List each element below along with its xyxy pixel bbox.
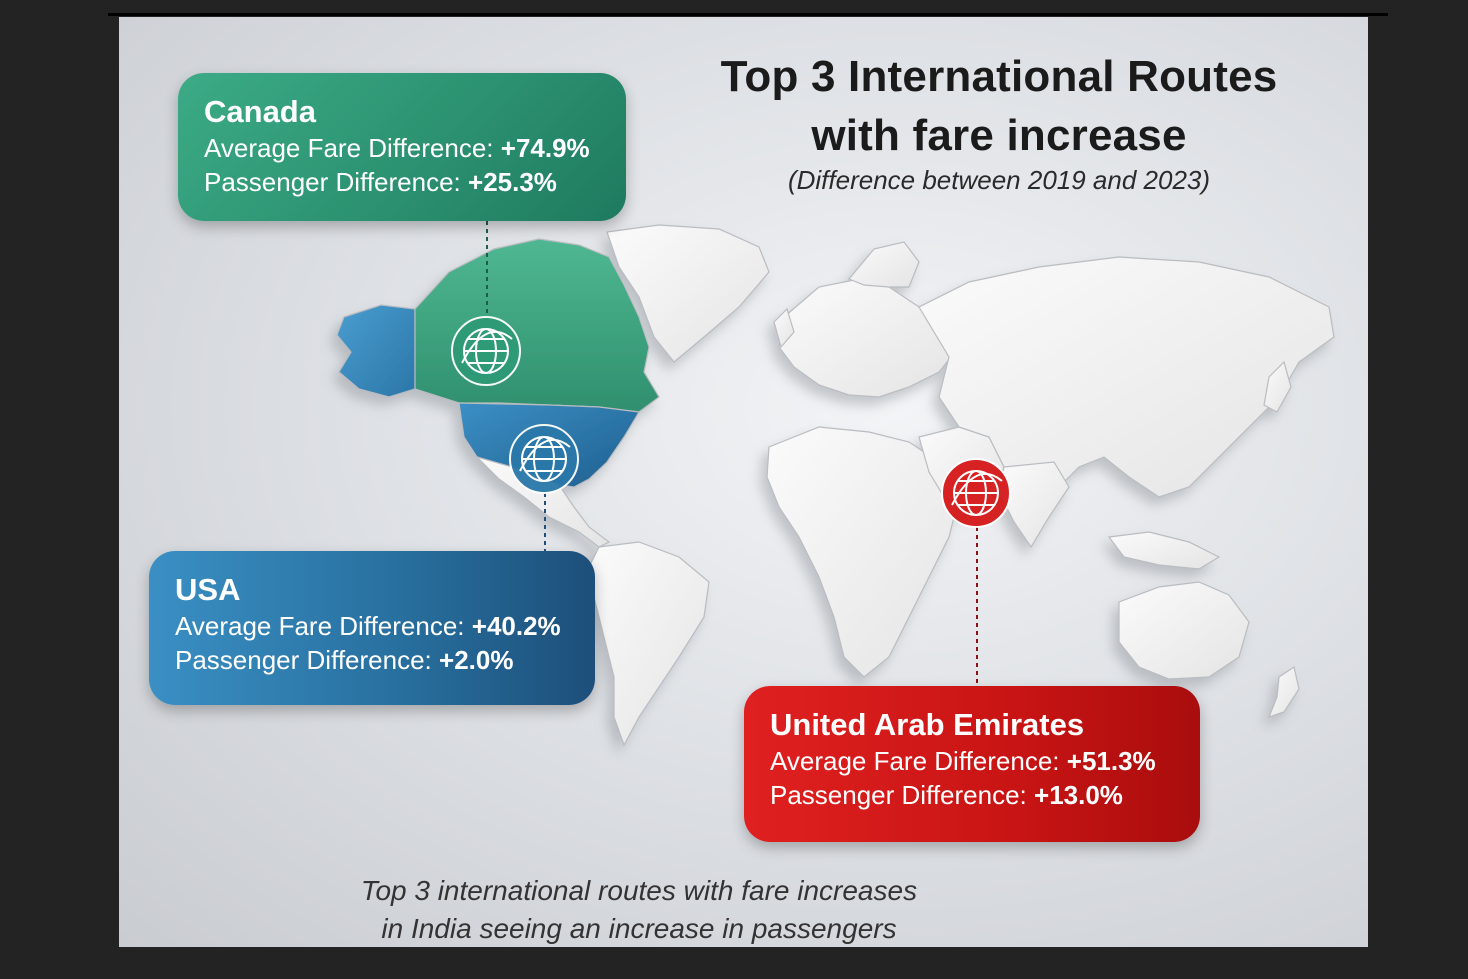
- canada-fare-row: Average Fare Difference: +74.9%: [204, 131, 626, 165]
- usa-fare-label: Average Fare Difference:: [175, 611, 465, 641]
- greenland-shape: [606, 224, 770, 363]
- infographic: Top 3 International Routes with fare inc…: [119, 17, 1368, 947]
- title-line-2: with fare increase: [811, 111, 1187, 160]
- canada-fare-label: Average Fare Difference:: [204, 133, 494, 163]
- asia-shape: [918, 256, 1335, 498]
- india-shape: [998, 461, 1070, 549]
- title-line-1: Top 3 International Routes: [720, 52, 1278, 101]
- uae-globe-icon: [941, 458, 1011, 528]
- indonesia-shape: [1107, 531, 1221, 570]
- uae-name: United Arab Emirates: [770, 707, 1085, 742]
- caption-line-2: in India seeing an increase in passenger…: [381, 913, 897, 944]
- south-america-shape: [588, 541, 710, 747]
- uae-fare-label: Average Fare Difference:: [770, 746, 1060, 776]
- uae-card: United Arab Emirates Average Fare Differ…: [744, 686, 1200, 842]
- canada-passenger-label: Passenger Difference:: [204, 167, 461, 197]
- alaska-shape: [336, 304, 416, 398]
- caption: Top 3 international routes with fare inc…: [319, 872, 959, 947]
- uae-passenger-value: +13.0%: [1034, 780, 1123, 810]
- canada-passenger-row: Passenger Difference: +25.3%: [204, 165, 626, 199]
- africa-shape: [766, 426, 960, 678]
- canada-globe-icon: [451, 316, 521, 386]
- usa-globe-icon: [509, 424, 579, 494]
- canada-card: Canada Average Fare Difference: +74.9% P…: [178, 73, 626, 221]
- usa-name: USA: [175, 572, 241, 607]
- usa-passenger-label: Passenger Difference:: [175, 645, 432, 675]
- europe-shape: [778, 278, 960, 398]
- usa-passenger-row: Passenger Difference: +2.0%: [175, 643, 595, 677]
- top-border: [108, 13, 1388, 16]
- usa-fare-row: Average Fare Difference: +40.2%: [175, 609, 595, 643]
- scandinavia-shape: [848, 241, 920, 288]
- japan-shape: [1263, 360, 1292, 413]
- canada-fare-value: +74.9%: [500, 133, 590, 163]
- subtitle: (Difference between 2019 and 2023): [787, 165, 1211, 195]
- usa-card: USA Average Fare Difference: +40.2% Pass…: [149, 551, 595, 705]
- uae-fare-row: Average Fare Difference: +51.3%: [770, 744, 1200, 778]
- caption-line-1: Top 3 international routes with fare inc…: [360, 875, 918, 906]
- uk-shape: [773, 307, 795, 349]
- uae-fare-value: +51.3%: [1066, 746, 1156, 776]
- page-title: Top 3 International Routes with fare inc…: [679, 47, 1319, 165]
- usa-passenger-value: +2.0%: [439, 645, 514, 675]
- usa-fare-value: +40.2%: [471, 611, 561, 641]
- new-zealand-shape: [1267, 666, 1300, 718]
- canada-name: Canada: [204, 94, 316, 129]
- uae-passenger-label: Passenger Difference:: [770, 780, 1027, 810]
- world-map: [336, 221, 1335, 747]
- uae-passenger-row: Passenger Difference: +13.0%: [770, 778, 1200, 812]
- canada-passenger-value: +25.3%: [468, 167, 557, 197]
- australia-shape: [1118, 581, 1250, 680]
